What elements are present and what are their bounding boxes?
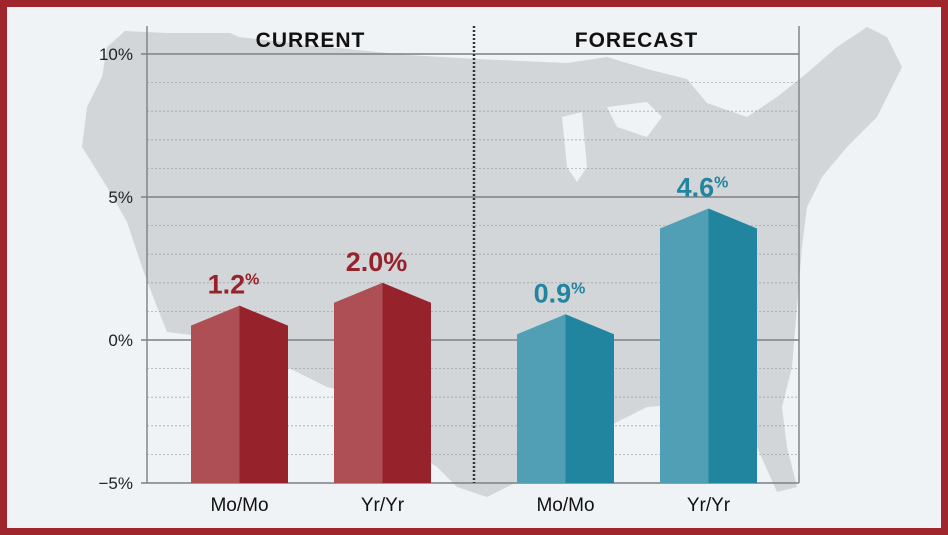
y-tick-label: 0% (108, 331, 133, 350)
x-category-label: Mo/Mo (210, 495, 268, 516)
group-heading-forecast: FORECAST (575, 29, 699, 52)
value-label: 2.0% (346, 247, 408, 277)
bar-right-face (239, 305, 288, 483)
x-category-label: Yr/Yr (687, 495, 731, 516)
y-tick-label: −5% (99, 474, 134, 493)
bar-left-face (334, 282, 383, 483)
bar-left-face (191, 305, 240, 483)
group-heading-current: CURRENT (256, 29, 366, 52)
bar-right-face (382, 282, 431, 483)
x-category-label: Yr/Yr (361, 495, 405, 516)
y-tick-label: 10% (99, 45, 133, 64)
value-label: 4.6% (677, 172, 729, 202)
bar-right-face (708, 208, 757, 483)
x-category-label: Mo/Mo (536, 495, 594, 516)
value-label: 0.9% (534, 278, 586, 308)
value-label: 1.2% (208, 270, 260, 300)
y-tick-label: 5% (108, 188, 133, 207)
bar-left-face (660, 208, 709, 483)
chart-frame: 10% 5% 0% −5% CURRENT FORECAST 1.2% Mo/Mo 2.0% Yr… (7, 7, 941, 528)
bar-left-face (517, 314, 566, 483)
bar-chart: 10% 5% 0% −5% CURRENT FORECAST 1.2% Mo/Mo 2.0% Yr… (99, 26, 800, 516)
bar-right-face (565, 314, 614, 483)
